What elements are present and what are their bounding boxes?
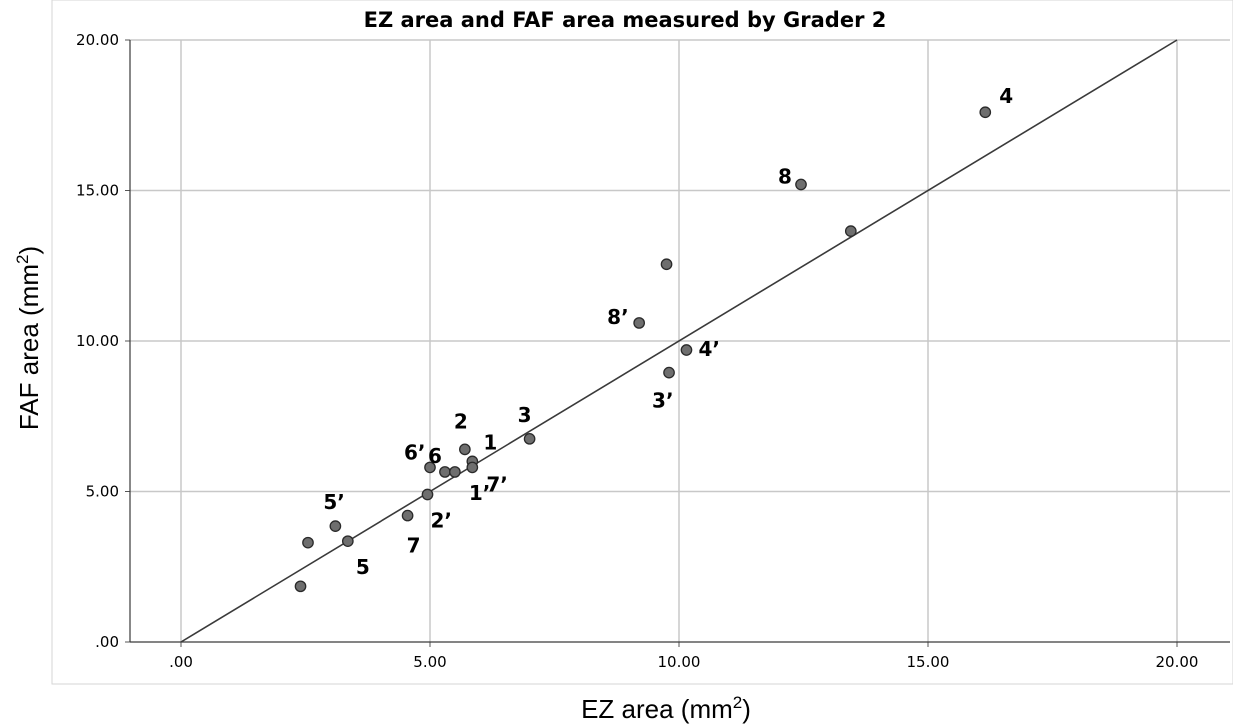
data-point xyxy=(660,258,673,271)
point-label: 2’ xyxy=(431,509,453,533)
data-point xyxy=(979,106,992,119)
point-label: 8’ xyxy=(607,305,629,329)
data-point xyxy=(449,466,461,478)
y-tick-label: 5.00 xyxy=(86,483,119,501)
y-axis-label-superscript: 2 xyxy=(13,255,32,264)
data-point xyxy=(844,225,857,237)
y-axis-label: FAF area (mm2) xyxy=(13,246,44,430)
data-point xyxy=(329,520,342,532)
point-label: 8 xyxy=(778,164,792,188)
data-point xyxy=(633,317,646,329)
x-axis-label: EZ area (mm2) xyxy=(581,693,751,724)
data-point xyxy=(459,443,471,456)
y-tick-label: 15.00 xyxy=(76,182,119,200)
y-axis-label-text: FAF area (mm2) xyxy=(13,246,44,430)
point-label: 5 xyxy=(356,555,370,579)
x-axis-label-suffix: ) xyxy=(742,694,751,724)
y-axis-label-suffix: ) xyxy=(14,246,44,255)
point-label: 7’ xyxy=(486,472,508,496)
data-point xyxy=(294,580,307,593)
y-tick-label: .00 xyxy=(95,633,119,651)
point-label: 2 xyxy=(454,409,468,433)
x-tick-label: 5.00 xyxy=(413,653,446,671)
grid xyxy=(130,39,1230,642)
y-tick-label: 20.00 xyxy=(76,31,119,49)
point-label: 3 xyxy=(518,403,532,427)
point-label: 4’ xyxy=(698,337,720,361)
data-point xyxy=(302,536,314,549)
point-labels-layer: 5’ 5 7 2’ 6’ 6 1’ 21 7’ 3 8’ 3’ 4’ 8 4 xyxy=(323,84,1013,579)
x-tick-label: 20.00 xyxy=(1156,653,1199,671)
y-tick-label: 10.00 xyxy=(76,332,119,350)
point-label: 4 xyxy=(999,84,1013,108)
plot-frame xyxy=(51,0,1233,685)
data-point xyxy=(341,535,354,548)
x-tick-label: .00 xyxy=(169,653,193,671)
data-point xyxy=(466,461,479,474)
data-point xyxy=(421,488,434,501)
data-point xyxy=(401,509,414,522)
data-point xyxy=(680,344,693,356)
x-tick-label: 15.00 xyxy=(907,653,950,671)
data-point xyxy=(795,178,807,191)
point-label: 3’ xyxy=(652,389,674,413)
points-layer xyxy=(294,106,992,593)
x-axis-label-text: EZ area (mm2) xyxy=(581,693,751,724)
point-label: 1 xyxy=(483,430,497,454)
x-tick-label: 10.00 xyxy=(658,653,701,671)
data-point xyxy=(523,432,536,445)
data-point xyxy=(663,366,675,379)
x-axis-label-main: EZ area (mm xyxy=(581,694,733,724)
axes: .00 5.00 10.00 15.00 20.00 .00 5.00 10.00 15.00 2… xyxy=(76,31,1230,671)
point-label: 1’ xyxy=(469,481,491,505)
point-label: 7 xyxy=(407,534,421,558)
data-point xyxy=(424,461,436,474)
point-label: 6’ xyxy=(404,440,426,464)
chart-title: EZ area and FAF area measured by Grader … xyxy=(364,8,887,32)
data-point xyxy=(439,466,451,478)
y-axis-label-main: FAF area (mm xyxy=(14,264,44,430)
point-label: 6 xyxy=(428,444,442,468)
point-label: 5’ xyxy=(323,490,345,514)
x-axis-label-superscript: 2 xyxy=(733,693,742,712)
